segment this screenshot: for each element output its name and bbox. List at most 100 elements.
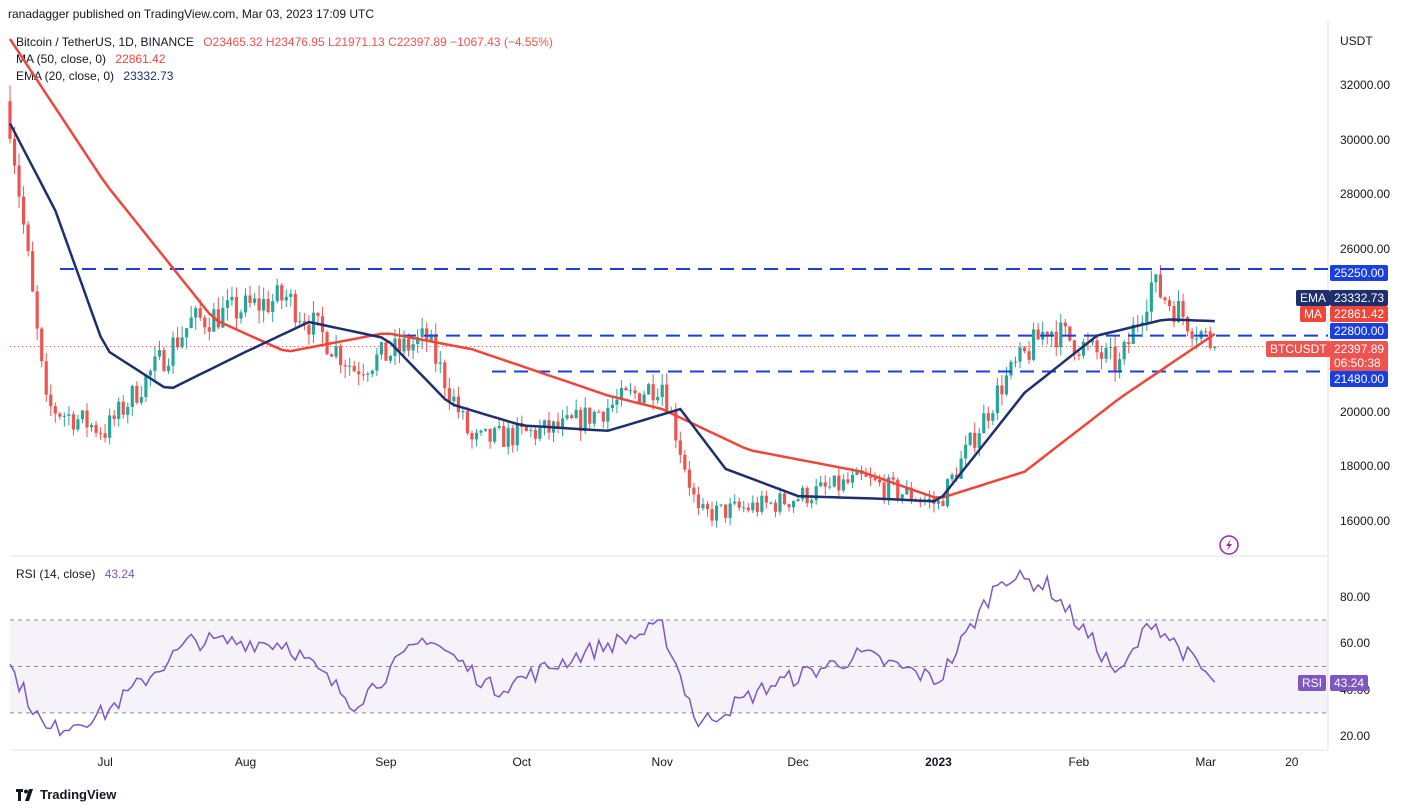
candle-body	[674, 411, 678, 441]
time-tick-label: Feb	[1068, 755, 1090, 769]
candle-body	[126, 406, 130, 415]
level-high-tag: 25250.00	[1330, 265, 1389, 281]
candle-body	[31, 251, 35, 292]
candle-body	[864, 474, 868, 477]
publisher-line: ranadagger published on TradingView.com,…	[8, 7, 375, 21]
candle-body	[85, 410, 89, 428]
candle-body	[1158, 274, 1163, 298]
rsi-tag-value: 43.24	[1330, 675, 1369, 691]
candle-body	[1077, 354, 1081, 356]
candle-body	[434, 334, 438, 364]
candle-body	[189, 317, 193, 329]
candle-body	[570, 415, 574, 419]
ema-legend: EMA (20, close, 0) 23332.73	[16, 69, 173, 83]
candle-body	[995, 385, 999, 414]
candle-body	[945, 479, 950, 507]
price-tag: 22397.89 06:50:38	[1330, 341, 1389, 372]
candle-body	[624, 387, 628, 391]
price-tick-label: 28000.00	[1340, 187, 1391, 202]
candle-body	[660, 384, 664, 397]
candle-body	[135, 385, 139, 403]
candle-body	[1195, 338, 1199, 340]
candle-body	[1099, 352, 1104, 359]
candle-body	[89, 424, 94, 428]
candle-body	[53, 406, 57, 414]
candle-body	[1208, 331, 1212, 348]
candle-body	[533, 429, 537, 439]
candle-body	[787, 504, 791, 508]
candle-body	[986, 413, 990, 421]
candle-body	[751, 502, 755, 511]
candle-body	[198, 308, 202, 318]
candle-body	[252, 298, 257, 303]
candle-body	[936, 500, 941, 504]
candle-body	[977, 433, 981, 448]
ema-tag-value: 23332.73	[1330, 290, 1389, 306]
candle-body	[248, 295, 252, 303]
candle-body	[497, 426, 501, 429]
candle-body	[1181, 301, 1185, 318]
candle-body	[769, 502, 773, 504]
candle-body	[180, 337, 184, 348]
candle-body	[1022, 347, 1027, 352]
ma-tag-label: MA	[1300, 306, 1326, 322]
ema-tag-label: EMA	[1296, 290, 1331, 306]
candle-body	[651, 384, 655, 401]
candle-body	[1149, 282, 1153, 312]
candle-body	[108, 415, 112, 438]
candle-body	[601, 411, 605, 422]
candle-body	[216, 309, 220, 328]
candle-body	[588, 407, 592, 424]
candle-body	[882, 482, 886, 499]
candle-body	[157, 349, 162, 357]
candle-body	[633, 390, 637, 394]
candle-body	[1059, 322, 1063, 348]
candle-body	[991, 413, 995, 421]
time-tick-label: Aug	[234, 755, 257, 769]
rsi-tick-label: 20.00	[1340, 729, 1371, 744]
candle-body	[642, 394, 646, 404]
candle-body	[1190, 331, 1194, 339]
candle-body	[529, 429, 533, 432]
candle-body	[742, 507, 746, 509]
tradingview-brand: TradingView	[40, 787, 117, 802]
candle-body	[94, 424, 98, 433]
candle-body	[266, 299, 270, 313]
candle-body	[203, 317, 207, 328]
countdown-value: 06:50:38	[1334, 356, 1381, 370]
price-tick-label: 32000.00	[1340, 78, 1391, 93]
candle-body	[461, 411, 465, 413]
candle-body	[348, 365, 352, 367]
candle-body	[397, 338, 402, 352]
candle-body	[887, 477, 891, 499]
candle-body	[357, 371, 361, 375]
ema-legend-label: EMA (20, close, 0)	[16, 69, 115, 83]
candle-body	[366, 373, 370, 375]
candle-body	[959, 458, 963, 479]
price-tick-label: 20000.00	[1340, 404, 1391, 419]
candle-body	[678, 440, 682, 455]
symbol-legend: Bitcoin / TetherUS, 1D, BINANCE O23465.3…	[16, 35, 553, 49]
candle-body	[343, 365, 347, 367]
candle-body	[656, 396, 660, 401]
candle-body	[230, 296, 234, 301]
candle-body	[470, 433, 474, 440]
candle-body	[429, 334, 433, 341]
tradingview-footer[interactable]: TradingView	[16, 787, 116, 802]
candle-body	[339, 346, 343, 366]
candle-body	[35, 291, 39, 329]
candle-body	[628, 390, 633, 392]
candle-body	[411, 344, 415, 351]
candle-body	[733, 501, 737, 504]
candle-body	[728, 503, 732, 518]
ma-legend-label: MA (50, close, 0)	[16, 52, 107, 66]
candle-body	[705, 504, 710, 510]
ma-legend-value: 22861.42	[115, 52, 166, 66]
price-tick-label: 30000.00	[1340, 132, 1391, 147]
candle-body	[891, 477, 895, 480]
candle-body	[379, 342, 383, 355]
candle-body	[221, 307, 225, 328]
candle-body	[1009, 361, 1013, 376]
candle-body	[289, 293, 293, 297]
